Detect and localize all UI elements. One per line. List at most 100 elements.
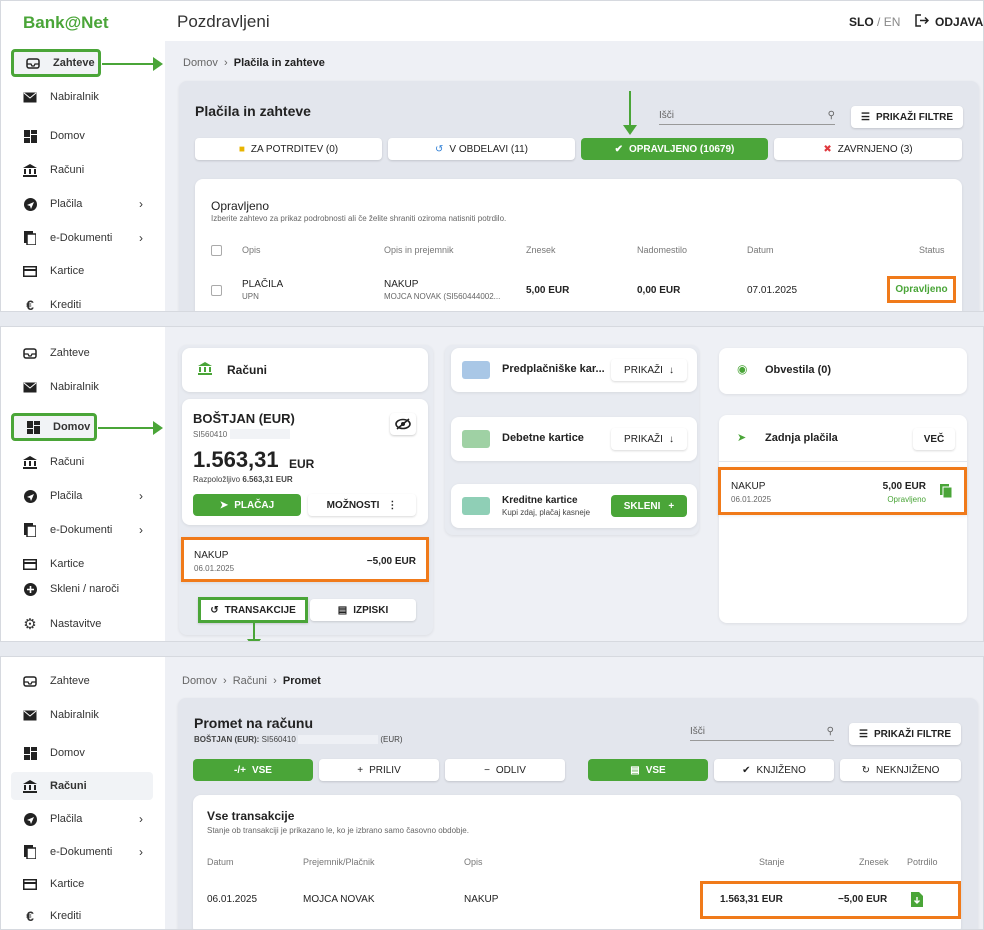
annotation-arrow bbox=[102, 57, 163, 71]
last-transaction[interactable]: NAKUP 06.01.2025 −5,00 EUR bbox=[181, 537, 429, 582]
tab-v-obdelavi[interactable]: ↺ V OBDELAVI (11) bbox=[388, 138, 575, 160]
column-header[interactable]: Datum bbox=[207, 857, 234, 867]
bank-logo[interactable]: Bank@Net bbox=[23, 13, 109, 32]
statements-button[interactable]: ▤ IZPISKI bbox=[310, 599, 416, 621]
sidebar-item-zahteve[interactable]: Zahteve bbox=[11, 339, 153, 367]
sidebar-item-label: Plačila bbox=[50, 490, 83, 502]
show-filters-button[interactable]: ☰ PRIKAŽI FILTRE bbox=[851, 106, 963, 128]
sidebar-item-racuni[interactable]: Računi bbox=[11, 448, 153, 476]
breadcrumb-home[interactable]: Domov bbox=[183, 57, 218, 69]
row-opis: NAKUP bbox=[464, 894, 499, 905]
more-button[interactable]: VEČ bbox=[913, 428, 955, 450]
prepaid-cards-row[interactable]: Predplačniške kar... PRIKAŽI ↓ bbox=[451, 348, 697, 392]
logout-button[interactable]: ODJAVA bbox=[915, 14, 983, 30]
conclude-button[interactable]: SKLENI + bbox=[611, 495, 687, 517]
sidebar-item-zahteve[interactable]: Zahteve bbox=[11, 667, 153, 695]
sidebar-item-kartice[interactable]: Kartice bbox=[11, 257, 153, 285]
panel-account-transactions: Zahteve Nabiralnik Domov Računi Plačila ›… bbox=[0, 656, 984, 930]
sidebar-item-zahteve[interactable]: Zahteve bbox=[11, 49, 101, 77]
tab-opravljeno[interactable]: ✔ OPRAVLJENO (10679) bbox=[581, 138, 768, 160]
row-checkbox[interactable] bbox=[211, 285, 222, 296]
credit-cards-row[interactable]: Kreditne kartice Kupi zdaj, plačaj kasne… bbox=[451, 484, 697, 528]
payments-card: Plačila in zahteve Išči ⚲ ☰ PRIKAŽI FILTRE… bbox=[179, 81, 979, 311]
sidebar-item-e-dokumenti[interactable]: e-Dokumenti › bbox=[11, 516, 153, 544]
search-input[interactable]: Išči ⚲ bbox=[659, 107, 835, 125]
sidebar-item-nastavitve[interactable]: ⚙ Nastavitve bbox=[11, 610, 153, 638]
breadcrumb-home[interactable]: Domov bbox=[182, 675, 217, 687]
sidebar-item-label: e-Dokumenti bbox=[50, 232, 113, 244]
tab-all-status[interactable]: ▤ VSE bbox=[588, 759, 708, 781]
column-header[interactable]: Datum bbox=[747, 245, 774, 255]
debit-cards-row[interactable]: Debetne kartice PRIKAŽI ↓ bbox=[451, 417, 697, 461]
tab-outflow[interactable]: − ODLIV bbox=[445, 759, 565, 781]
select-all-checkbox[interactable] bbox=[211, 245, 222, 256]
dashboard-icon bbox=[23, 129, 37, 143]
sidebar-item-nabiralnik[interactable]: Nabiralnik bbox=[11, 701, 153, 729]
credit-title: Kreditne kartice bbox=[502, 495, 578, 506]
chevron-right-icon: › bbox=[139, 489, 143, 503]
euro-icon: € bbox=[26, 297, 34, 312]
sidebar-item-racuni[interactable]: Računi bbox=[11, 772, 153, 800]
sidebar-item-domov[interactable]: Domov bbox=[11, 122, 153, 150]
column-header[interactable]: Znesek bbox=[859, 857, 889, 867]
sidebar-item-e-dokumenti[interactable]: e-Dokumenti › bbox=[11, 224, 153, 252]
column-header[interactable]: Opis bbox=[242, 245, 261, 255]
column-header[interactable]: Prejemnik/Plačnik bbox=[303, 857, 375, 867]
tab-label: NEKNJIŽENO bbox=[876, 764, 940, 776]
sidebar-item-kartice[interactable]: Kartice bbox=[11, 870, 153, 898]
options-button[interactable]: MOŽNOSTI ⋮ bbox=[308, 494, 416, 516]
show-filters-button[interactable]: ☰ PRIKAŽI FILTRE bbox=[849, 723, 961, 745]
sidebar-item-e-dokumenti[interactable]: e-Dokumenti › bbox=[11, 838, 153, 866]
column-header[interactable]: Potrdilo bbox=[907, 857, 938, 867]
column-header[interactable]: Znesek bbox=[526, 245, 556, 255]
sidebar-item-nabiralnik[interactable]: Nabiralnik bbox=[11, 373, 153, 401]
sidebar-item-label: Plačila bbox=[50, 198, 83, 210]
show-prepaid-button[interactable]: PRIKAŽI ↓ bbox=[611, 359, 687, 381]
notices-row[interactable]: ◉ Obvestila (0) bbox=[719, 348, 967, 394]
lang-slo[interactable]: SLO bbox=[849, 15, 874, 29]
lang-en[interactable]: EN bbox=[883, 15, 901, 29]
eye-off-icon[interactable] bbox=[390, 413, 416, 435]
sidebar-item-krediti[interactable]: € Krediti bbox=[11, 291, 153, 312]
row-znesek: −5,00 EUR bbox=[838, 894, 888, 905]
sidebar-item-krediti[interactable]: € Krediti bbox=[11, 902, 153, 929]
sidebar-item-domov[interactable]: Domov bbox=[11, 739, 153, 767]
tab-za-potrditev[interactable]: ■ ZA POTRDITEV (0) bbox=[195, 138, 382, 160]
search-input[interactable]: Išči ⚲ bbox=[690, 723, 834, 741]
receipt-icon[interactable] bbox=[940, 484, 953, 501]
sidebar-item-label: Zahteve bbox=[50, 675, 90, 687]
sidebar-item-racuni[interactable]: Računi bbox=[11, 156, 153, 184]
search-icon: ⚲ bbox=[826, 726, 834, 737]
transactions-button[interactable]: ↺ TRANSAKCIJE bbox=[198, 597, 308, 623]
pay-button[interactable]: ➤ PLAČAJ bbox=[193, 494, 301, 516]
download-receipt-icon[interactable] bbox=[911, 892, 923, 910]
last-payment-item[interactable]: NAKUP 06.01.2025 5,00 EUR Opravljeno bbox=[718, 467, 967, 515]
show-debit-button[interactable]: PRIKAŽI ↓ bbox=[611, 428, 687, 450]
tab-all-flows[interactable]: -/+ VSE bbox=[193, 759, 313, 781]
column-header[interactable]: Stanje bbox=[759, 857, 785, 867]
tab-unposted[interactable]: ↻ NEKNJIŽENO bbox=[840, 759, 961, 781]
plus-icon: + bbox=[668, 500, 675, 512]
sidebar-item-placila[interactable]: Plačila › bbox=[11, 190, 153, 218]
sidebar-item-domov[interactable]: Domov bbox=[11, 413, 97, 441]
column-header[interactable]: Opis in prejemnik bbox=[384, 245, 454, 255]
tab-zavrnjeno[interactable]: ✖ ZAVRNJENO (3) bbox=[774, 138, 962, 160]
column-header[interactable]: Opis bbox=[464, 857, 483, 867]
column-header[interactable]: Nadomestilo bbox=[637, 245, 688, 255]
row-nadomestilo: 0,00 EUR bbox=[637, 285, 681, 296]
account-card[interactable]: BOŠTJAN (EUR) SI560410 1.563,31 EUR Razp… bbox=[182, 399, 428, 525]
sidebar-item-label: Kartice bbox=[50, 558, 85, 570]
sidebar-item-kartice[interactable]: Kartice bbox=[11, 550, 153, 578]
sidebar-item-placila[interactable]: Plačila › bbox=[11, 805, 153, 833]
language-switcher[interactable]: SLO / EN bbox=[849, 15, 900, 29]
accounts-header[interactable]: Računi bbox=[182, 348, 428, 392]
sidebar-item-nabiralnik[interactable]: Nabiralnik bbox=[11, 83, 153, 111]
breadcrumb-racuni[interactable]: Računi bbox=[232, 675, 267, 687]
section-title: Plačila in zahteve bbox=[195, 103, 311, 119]
tab-inflow[interactable]: + PRILIV bbox=[319, 759, 439, 781]
chevron-right-icon: › bbox=[139, 197, 143, 211]
column-header[interactable]: Status bbox=[919, 245, 945, 255]
tab-posted[interactable]: ✔ KNJIŽENO bbox=[714, 759, 834, 781]
sidebar-item-placila[interactable]: Plačila › bbox=[11, 482, 153, 510]
sidebar-item-skleni[interactable]: Skleni / naroči bbox=[11, 575, 153, 603]
